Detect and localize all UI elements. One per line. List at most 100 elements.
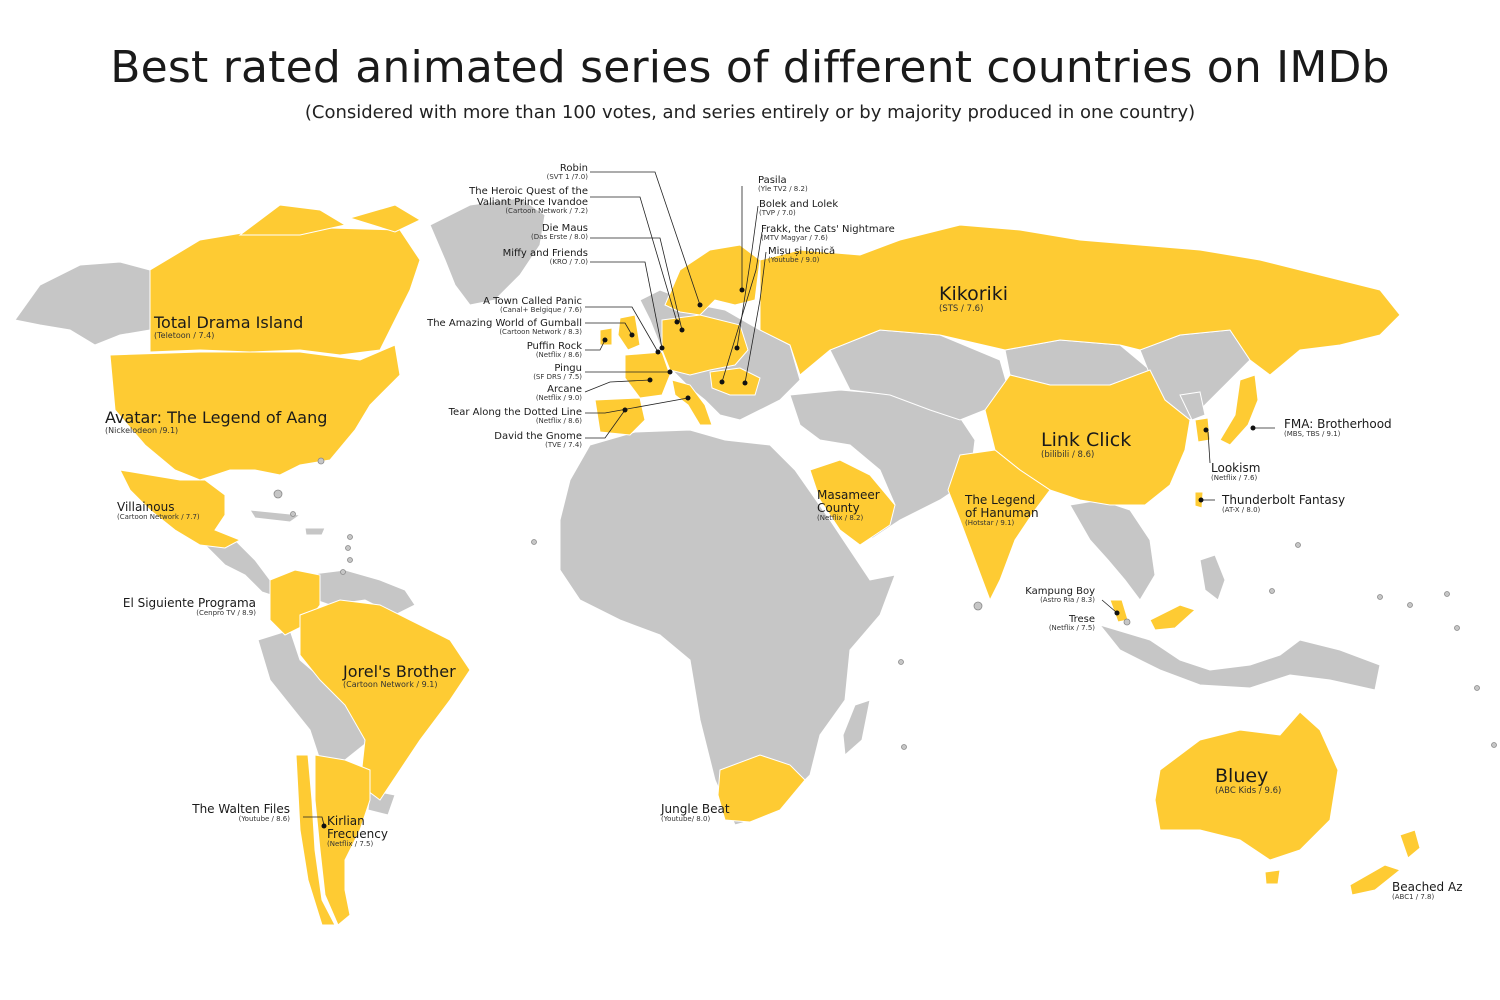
label-argentina: Kirlian Frecuency (Netflix / 7.5) (327, 814, 388, 849)
label-chile: The Walten Files (Youtube / 8.6) (170, 802, 290, 824)
greenland-shape (429, 197, 546, 306)
label-romania: Mișu și Ionică (Youtube / 9.0) (768, 246, 835, 265)
island-marker (340, 569, 346, 575)
label-france: Arcane (Netflix / 9.0) (400, 384, 582, 403)
label-ireland-name: Puffin Rock (526, 341, 582, 352)
label-canada-name: Total Drama Island (154, 313, 304, 332)
island-marker (1491, 742, 1497, 748)
italy-shape (671, 379, 713, 426)
label-chile-name: The Walten Files (192, 802, 290, 816)
saudi-arabia-shape (809, 459, 896, 546)
label-usa-name: Avatar: The Legend of Aang (105, 408, 328, 427)
label-ireland-detail: (Netflix / 8.6) (535, 351, 582, 359)
label-uk-name: The Amazing World of Gumball (427, 318, 582, 329)
label-korea: Lookism (Netflix / 7.6) (1211, 461, 1261, 483)
label-china: Link Click (bilibili / 8.6) (1041, 430, 1131, 460)
label-netherlands-detail: (KRO / 7.0) (549, 258, 588, 266)
label-korea-name: Lookism (1211, 461, 1261, 475)
map-title: Best rated animated series of different … (110, 42, 1390, 93)
label-usa-detail: (Nickelodeon /9.1) (105, 425, 179, 435)
island-marker (1444, 591, 1450, 597)
label-hungary-name: Frakk, the Cats' Nightmare (761, 224, 895, 235)
japan-shape (1219, 374, 1259, 446)
label-romania-detail: (Youtube / 9.0) (768, 256, 820, 264)
label-sweden-detail: (SVT 1 /7.0) (546, 173, 588, 181)
label-taiwan-name: Thunderbolt Fantasy (1222, 493, 1346, 507)
label-canada-detail: (Teletoon / 7.4) (154, 330, 215, 340)
label-colombia-detail: (Cenpro TV / 8.9) (196, 609, 256, 618)
label-malaysia-detail: (Astro Ria / 8.3) (1040, 596, 1095, 604)
label-poland-name: Bolek and Lolek (759, 199, 839, 210)
peru-bolivia-shape (257, 629, 371, 761)
leader-dots (321, 287, 1256, 829)
hungary-romania-shape (709, 367, 761, 396)
uk-shape (617, 314, 641, 351)
label-germany: Die Maus (Das Erste / 8.0) (420, 223, 588, 242)
malaysia-shape (1109, 599, 1196, 631)
label-taiwan: Thunderbolt Fantasy (AT-X / 8.0) (1222, 493, 1346, 515)
island-marker (345, 545, 351, 551)
island-marker (290, 511, 296, 517)
island-marker (273, 489, 283, 499)
label-japan-name: FMA: Brotherhood (1284, 417, 1392, 431)
label-india-detail: (Hotstar / 9.1) (965, 519, 1015, 528)
south-korea-shape (1194, 417, 1211, 443)
label-netherlands-name: Miffy and Friends (502, 248, 588, 259)
label-belgium-name: A Town Called Panic (483, 296, 582, 307)
label-brazil: Jorel's Brother (Cartoon Network / 9.1) (343, 663, 456, 689)
scandinavia-shape (664, 244, 761, 316)
label-belgium: A Town Called Panic (Canal+ Belgique / 7… (400, 296, 582, 315)
label-india-name-2: of Hanuman (965, 506, 1039, 521)
label-ireland: Puffin Rock (Netflix / 8.6) (400, 341, 582, 360)
label-philippines-name: Trese (1068, 614, 1095, 625)
new-zealand-shape (1349, 829, 1421, 896)
philippines-gray-shape (1199, 554, 1226, 601)
label-philippines-detail: (Netflix / 7.5) (1048, 624, 1095, 632)
label-germany-name: Die Maus (541, 223, 588, 234)
island-marker (1377, 594, 1383, 600)
label-netherlands: Miffy and Friends (KRO / 7.0) (420, 248, 588, 267)
label-switzerland-detail: (SF DRS / 7.5) (533, 373, 582, 381)
mexico-shape (119, 469, 242, 549)
hispaniola-shape (304, 527, 326, 536)
cuba-shape (249, 509, 302, 523)
australia-shape (1154, 711, 1339, 861)
label-china-detail: (bilibili / 8.6) (1041, 449, 1095, 460)
label-argentina-name-1: Kirlian (327, 814, 365, 828)
label-chile-detail: (Youtube / 8.6) (238, 815, 290, 824)
map-subtitle: (Considered with more than 100 votes, an… (304, 102, 1196, 123)
label-italy: Tear Along the Dotted Line (Netflix / 8.… (400, 407, 582, 426)
label-poland-detail: (TVP / 7.0) (759, 209, 796, 217)
leader-lines (303, 171, 1275, 826)
label-china-name: Link Click (1041, 429, 1132, 451)
label-france-detail: (Netflix / 9.0) (535, 394, 582, 402)
label-finland: Pasila (Yle TV2 / 8.2) (758, 175, 808, 194)
label-new-zealand-name: Beached Az (1392, 880, 1463, 894)
usa-shape (109, 344, 401, 481)
label-spain-detail: (TVE / 7.4) (545, 441, 582, 449)
label-argentina-detail: (Netflix / 7.5) (327, 840, 374, 849)
ireland-shape (599, 327, 613, 346)
label-germany-detail: (Das Erste / 8.0) (531, 233, 588, 241)
label-taiwan-detail: (AT-X / 8.0) (1222, 506, 1261, 515)
label-korea-detail: (Netflix / 7.6) (1211, 474, 1258, 483)
label-spain: David the Gnome (TVE / 7.4) (400, 431, 582, 450)
label-russia: Kikoriki (STS / 7.6) (939, 284, 1008, 314)
label-philippines: Trese (Netflix / 7.5) (1010, 614, 1095, 633)
island-marker (1474, 685, 1480, 691)
label-australia: Bluey (ABC Kids / 9.6) (1215, 766, 1281, 796)
label-new-zealand: Beached Az (ABC1 / 7.8) (1392, 880, 1463, 902)
label-hungary-detail: (MTV Magyar / 7.6) (761, 234, 828, 242)
label-japan: FMA: Brotherhood (MBS, TBS / 9.1) (1284, 417, 1392, 439)
indonesia-shape (1098, 624, 1381, 691)
label-saudi-name-2: County (817, 501, 860, 516)
label-mexico-name: Villainous (117, 500, 175, 514)
island-marker (317, 457, 325, 465)
india-shape (947, 449, 1051, 602)
label-australia-detail: (ABC Kids / 9.6) (1215, 785, 1282, 796)
label-belgium-detail: (Canal+ Belgique / 7.6) (500, 306, 582, 314)
label-denmark-name-2: Valiant Prince Ivandoe (476, 197, 588, 208)
chile-shape (295, 754, 336, 926)
label-saudi-name-1: Masameer (817, 488, 880, 502)
north-korea-shape (1179, 391, 1206, 421)
